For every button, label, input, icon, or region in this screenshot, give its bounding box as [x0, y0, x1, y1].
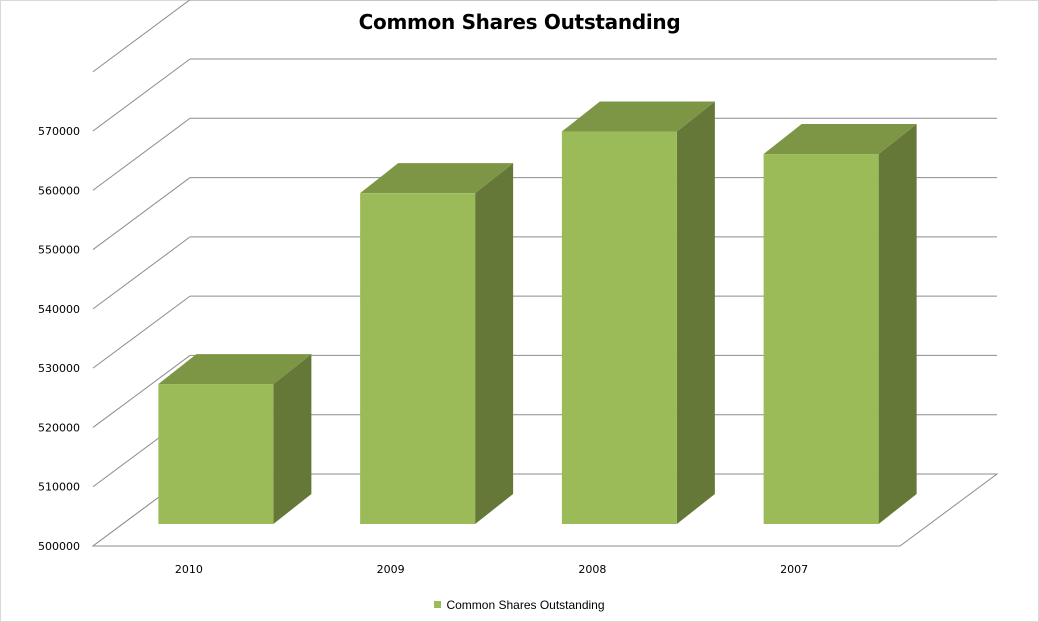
y-tick-label: 500000 — [38, 540, 80, 553]
y-tick-label: 540000 — [38, 303, 80, 316]
gridline-side — [92, 295, 191, 369]
x-tick-label: 2009 — [377, 563, 405, 576]
x-tick-label: 2008 — [578, 563, 606, 576]
gridline-side — [92, 58, 191, 132]
bar-top — [763, 124, 917, 155]
x-tick-label: 2010 — [175, 563, 203, 576]
y-tick-label: 530000 — [38, 362, 80, 375]
bar — [360, 193, 476, 524]
bar-top — [561, 101, 715, 132]
chart-title: Common Shares Outstanding — [358, 10, 681, 34]
bar-top — [360, 163, 514, 194]
y-tick-label: 510000 — [38, 481, 80, 494]
bar-side — [475, 163, 514, 524]
y-tick-label: 560000 — [38, 184, 80, 197]
legend: Common Shares Outstanding — [0, 598, 1039, 612]
legend-label: Common Shares Outstanding — [446, 598, 605, 612]
bar-side — [273, 354, 312, 524]
gridline-side — [92, 355, 191, 428]
bar — [561, 131, 677, 524]
legend-swatch — [434, 601, 442, 608]
bar-side — [878, 124, 917, 525]
y-tick-label: 520000 — [38, 421, 80, 434]
x-tick-label: 2007 — [780, 563, 808, 576]
gridline-side — [92, 236, 191, 310]
y-tick-label: 550000 — [38, 244, 80, 257]
bar-top — [158, 354, 312, 385]
bar-side — [676, 101, 715, 525]
bar — [158, 384, 274, 524]
y-tick-label: 570000 — [38, 125, 80, 138]
gridline-side — [92, 177, 191, 250]
gridline-side — [92, 117, 191, 191]
bar — [763, 154, 879, 525]
gridline-side — [92, 0, 191, 73]
